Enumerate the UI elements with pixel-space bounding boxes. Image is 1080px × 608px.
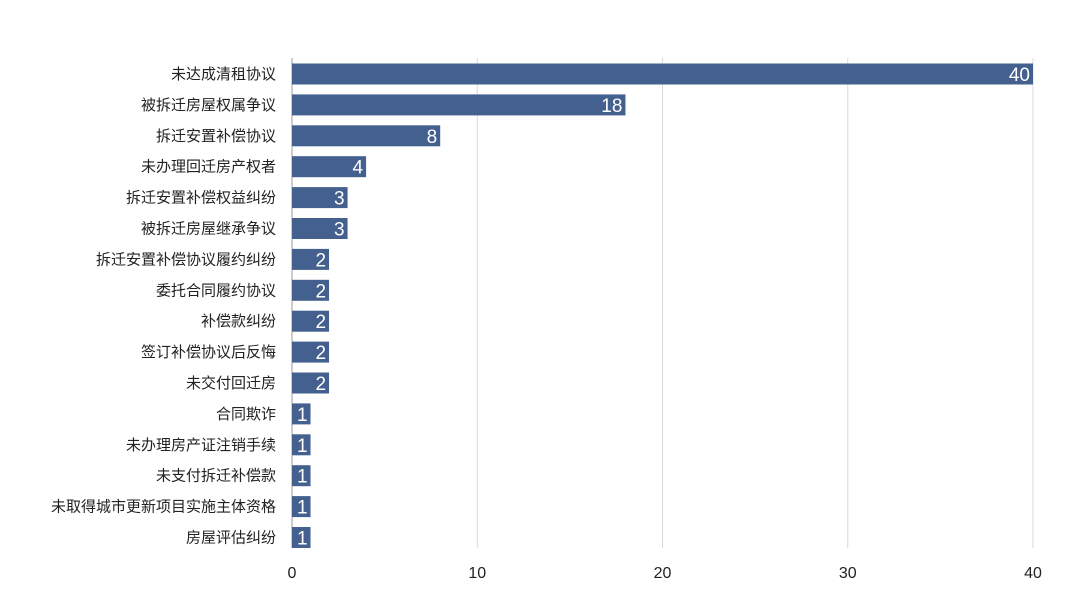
bar <box>292 372 330 394</box>
category-label: 未办理回迁房产权者 <box>141 158 276 176</box>
category-label: 未交付回迁房 <box>186 374 276 392</box>
data-label: 18 <box>601 96 622 117</box>
bar <box>292 63 1033 85</box>
category-label: 房屋评估纠纷 <box>186 529 276 547</box>
bar <box>292 527 311 548</box>
bar <box>292 279 330 301</box>
x-tick-label: 20 <box>654 565 672 582</box>
bar <box>292 248 330 270</box>
x-tick-label: 0 <box>288 565 297 582</box>
bar <box>292 341 330 363</box>
category-label: 未办理房产证注销手续 <box>126 436 276 454</box>
data-label: 3 <box>334 220 345 241</box>
bar-layer <box>292 63 1033 548</box>
x-tick-label: 30 <box>839 565 857 582</box>
category-label: 签订补偿协议后反悔 <box>141 343 276 361</box>
category-label: 被拆迁房屋继承争议 <box>141 220 276 238</box>
bar <box>292 187 348 209</box>
data-label: 2 <box>315 343 326 364</box>
data-label: 8 <box>427 127 438 148</box>
data-label: 1 <box>297 405 308 426</box>
category-label: 拆迁安置补偿权益纠纷 <box>126 189 276 207</box>
data-label: 1 <box>297 498 308 519</box>
data-label: 2 <box>315 250 326 271</box>
data-label: 2 <box>315 312 326 333</box>
label-layer: 未达成清租协议 40 被拆迁房屋权属争议 18 拆迁安置补偿协议 8 未办理回迁房产权者 4 拆… <box>51 65 1030 550</box>
bar <box>292 465 311 487</box>
category-label: 被拆迁房屋权属争议 <box>141 96 276 114</box>
data-label: 40 <box>1009 65 1030 86</box>
category-label: 未支付拆迁补偿款 <box>156 467 276 485</box>
category-label: 未达成清租协议 <box>171 65 276 83</box>
bar <box>292 218 348 239</box>
bar <box>292 496 311 518</box>
x-axis: 0 10 20 30 40 <box>288 565 1042 582</box>
bar <box>292 156 367 178</box>
x-tick-label: 10 <box>468 565 486 582</box>
data-label: 1 <box>297 436 308 457</box>
category-label: 补偿款纠纷 <box>201 312 276 330</box>
bar <box>292 434 311 456</box>
data-label: 1 <box>297 529 308 550</box>
data-label: 1 <box>297 467 308 488</box>
data-label: 2 <box>315 281 326 302</box>
bar <box>292 403 311 425</box>
data-label: 3 <box>334 189 345 210</box>
category-label: 拆迁安置补偿协议履约纠纷 <box>96 250 276 268</box>
bar <box>292 94 626 116</box>
category-label: 未取得城市更新项目实施主体资格 <box>51 498 276 516</box>
category-label: 拆迁安置补偿协议 <box>156 127 276 145</box>
data-label: 2 <box>315 374 326 395</box>
bar <box>292 125 441 147</box>
category-label: 委托合同履约协议 <box>156 281 276 299</box>
data-label: 4 <box>353 158 364 179</box>
bar <box>292 310 330 332</box>
category-label: 合同欺诈 <box>216 405 276 423</box>
x-tick-label: 40 <box>1024 565 1042 582</box>
